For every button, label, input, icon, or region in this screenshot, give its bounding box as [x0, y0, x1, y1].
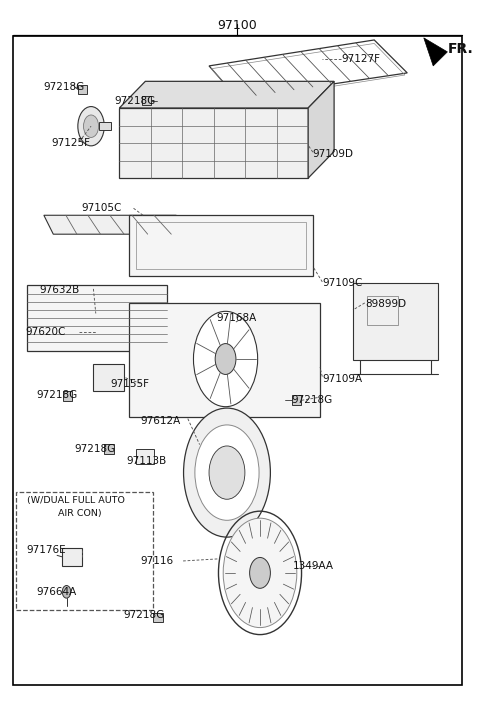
Bar	[99, 122, 111, 130]
Polygon shape	[120, 108, 308, 178]
Text: 97664A: 97664A	[37, 587, 77, 597]
Bar	[104, 444, 114, 453]
Circle shape	[209, 446, 245, 499]
Bar	[27, 285, 167, 351]
Bar	[153, 613, 163, 622]
Text: 97168A: 97168A	[216, 313, 256, 323]
Bar	[136, 448, 154, 464]
Text: 97632B: 97632B	[39, 285, 79, 295]
Circle shape	[84, 115, 98, 137]
Text: 97620C: 97620C	[25, 327, 65, 337]
Bar	[142, 96, 151, 105]
Circle shape	[62, 586, 71, 598]
Polygon shape	[353, 283, 438, 360]
Text: 89899D: 89899D	[365, 299, 406, 309]
Circle shape	[183, 408, 270, 537]
Text: 97109A: 97109A	[322, 374, 362, 384]
Bar	[16, 492, 153, 610]
Bar	[129, 215, 313, 276]
Text: 97218G: 97218G	[123, 610, 164, 620]
Polygon shape	[424, 38, 447, 66]
Text: 97109D: 97109D	[313, 149, 354, 159]
Text: 1349AA: 1349AA	[293, 561, 334, 571]
Bar	[292, 396, 301, 406]
Bar	[62, 548, 82, 566]
Bar	[63, 391, 72, 401]
Text: 97125F: 97125F	[51, 138, 90, 148]
Text: 97100: 97100	[217, 20, 257, 32]
Circle shape	[193, 311, 258, 407]
Circle shape	[250, 558, 270, 589]
Text: (W/DUAL FULL AUTO: (W/DUAL FULL AUTO	[27, 496, 125, 505]
Text: 97105C: 97105C	[82, 203, 122, 213]
Text: 97176E: 97176E	[26, 545, 66, 555]
Text: 97116: 97116	[141, 556, 174, 566]
Text: 97218G: 97218G	[115, 96, 156, 106]
Text: 97113B: 97113B	[126, 455, 167, 465]
Bar	[94, 364, 124, 391]
Bar	[136, 222, 306, 269]
Text: 97127F: 97127F	[341, 54, 380, 64]
Polygon shape	[44, 215, 195, 234]
Text: 97109C: 97109C	[322, 278, 363, 288]
Circle shape	[223, 518, 297, 627]
Bar	[129, 303, 320, 417]
Polygon shape	[120, 82, 334, 108]
Text: 97218G: 97218G	[74, 444, 116, 454]
Polygon shape	[308, 82, 334, 178]
Circle shape	[215, 344, 236, 375]
Text: AIR CON): AIR CON)	[58, 509, 102, 517]
Circle shape	[231, 316, 239, 329]
Text: 97612A: 97612A	[141, 416, 181, 426]
Text: 97218G: 97218G	[292, 395, 333, 405]
Text: 97218G: 97218G	[37, 391, 78, 401]
Polygon shape	[209, 40, 407, 98]
Text: 97155F: 97155F	[110, 379, 149, 389]
Text: 97218G: 97218G	[44, 82, 85, 92]
Bar	[78, 85, 87, 94]
Bar	[367, 296, 398, 325]
Circle shape	[195, 425, 259, 520]
Circle shape	[78, 106, 104, 146]
Text: FR.: FR.	[447, 42, 473, 56]
